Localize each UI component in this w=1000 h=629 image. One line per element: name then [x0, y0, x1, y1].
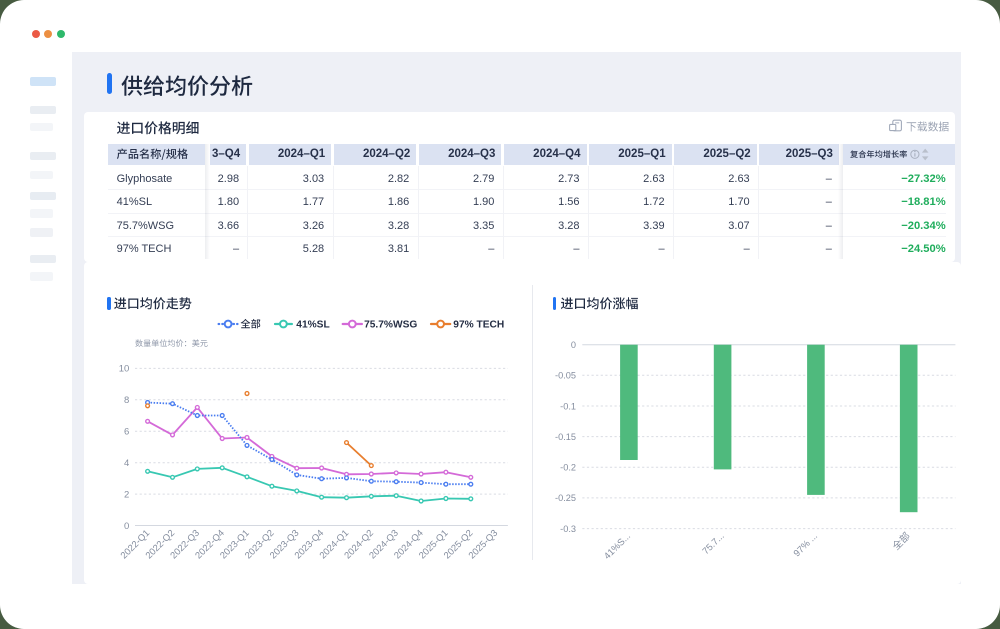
svg-text:10: 10: [119, 364, 130, 375]
svg-text:6: 6: [124, 427, 129, 438]
svg-text:8: 8: [124, 395, 129, 406]
svg-text:-0.1: -0.1: [560, 401, 576, 411]
svg-text:97% ...: 97% ...: [791, 530, 819, 558]
svg-text:2: 2: [124, 489, 129, 500]
svg-text:41%S...: 41%S...: [601, 530, 632, 561]
svg-text:0: 0: [571, 340, 576, 350]
svg-text:-0.25: -0.25: [555, 493, 576, 503]
svg-text:0: 0: [124, 521, 129, 532]
svg-text:97% TECH: 97% TECH: [453, 320, 504, 331]
svg-text:75.7%WSG: 75.7%WSG: [364, 320, 417, 331]
svg-text:-0.2: -0.2: [560, 463, 576, 473]
svg-text:-0.15: -0.15: [555, 432, 576, 442]
svg-text:-0.05: -0.05: [555, 371, 576, 381]
svg-text:75.7...: 75.7...: [700, 530, 726, 556]
svg-text:-0.3: -0.3: [560, 524, 576, 534]
svg-text:4: 4: [124, 458, 129, 469]
svg-text:41%SL: 41%SL: [296, 320, 329, 331]
